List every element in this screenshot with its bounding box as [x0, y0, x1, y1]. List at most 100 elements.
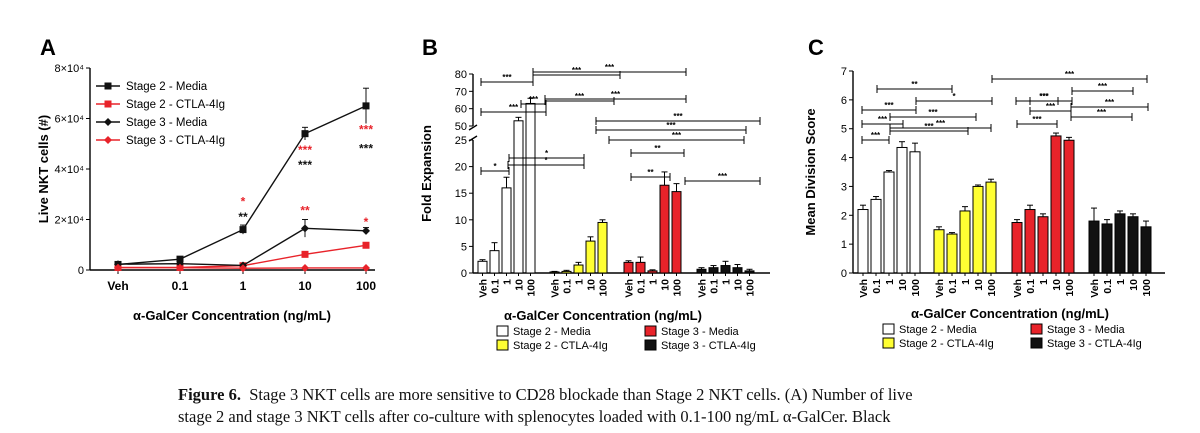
- c-x-tick-label: Veh: [934, 279, 946, 298]
- c-legend-swatch: [1030, 337, 1043, 349]
- c-x-tick-label: 1: [1115, 279, 1127, 285]
- b-x-tick-label: 1: [502, 279, 514, 285]
- b-y-tick-label: 25: [455, 135, 467, 147]
- c-y-tick-label: 0: [841, 268, 847, 280]
- a-y-tick-label: 4×10⁴: [54, 164, 84, 176]
- a-x-tick-label: 1: [240, 279, 247, 293]
- b-legend-label-stage-3-ctla-4ig: Stage 3 - CTLA-4Ig: [661, 340, 756, 352]
- b-sig-label: *: [545, 149, 549, 158]
- b-x-tick-label: 0.1: [490, 279, 502, 294]
- panel-label-c: C: [808, 35, 824, 60]
- c-x-tick-label: 1: [1038, 279, 1050, 285]
- c-y-tick-label: 6: [841, 95, 847, 107]
- b-x-axis-title: α-GalCer Concentration (ng/mL): [504, 308, 702, 323]
- b-bar-stage-3-ctla-4ig: [720, 265, 731, 274]
- figure-caption: Figure 6. Stage 3 NKT cells are more sen…: [178, 384, 1178, 428]
- c-legend-swatch: [882, 323, 895, 335]
- c-sig-label: ***: [1065, 70, 1075, 79]
- b-sig-label: *: [493, 162, 497, 171]
- b-bar-stage-3-media: [623, 261, 634, 274]
- c-sig-label: ***: [884, 101, 894, 110]
- a-y-tick-label: 8×10⁴: [54, 63, 84, 75]
- c-x-tick-label: 100: [910, 279, 922, 297]
- a-legend-marker: [104, 82, 112, 90]
- c-bar-stage-3-ctla-4ig: [1140, 226, 1152, 274]
- a-legend-label-stage-2-ctla-4ig: Stage 2 - CTLA-4Ig: [126, 99, 225, 111]
- a-x-tick-label: Veh: [107, 279, 128, 293]
- a-significance-mark: ***: [298, 143, 312, 157]
- b-bar-stage-2-media: [525, 102, 536, 274]
- c-bar-stage-3-media: [1050, 135, 1062, 274]
- b-x-tick-label: 0.1: [562, 279, 574, 294]
- b-x-tick-label: Veh: [550, 279, 562, 298]
- a-x-tick-label: 100: [356, 279, 376, 293]
- b-bar-stage-2-media: [513, 120, 524, 274]
- c-sig-label: ***: [1039, 92, 1049, 101]
- a-point-stage-3-media: [362, 226, 370, 235]
- b-sig-label: ***: [666, 121, 676, 130]
- b-bar-stage-2-ctla-4ig: [561, 270, 572, 274]
- a-legend-marker: [104, 136, 112, 144]
- a-legend-marker: [104, 100, 112, 108]
- c-bar-stage-2-media: [857, 209, 869, 274]
- c-bar-stage-2-ctla-4ig: [959, 210, 971, 274]
- c-sig-label: ***: [1039, 92, 1049, 101]
- a-point-stage-2-media: [176, 255, 184, 263]
- b-x-tick-label: 10: [586, 279, 598, 291]
- c-legend-label-stage-3-ctla-4ig: Stage 3 - CTLA-4Ig: [1047, 338, 1142, 350]
- b-y-tick-label: 60: [455, 104, 467, 116]
- c-legend-label-stage-2-media: Stage 2 - Media: [899, 324, 978, 336]
- a-x-axis-title: α-GalCer Concentration (ng/mL): [133, 308, 331, 323]
- b-y-tick-label: 20: [455, 162, 467, 174]
- a-point-stage-3-media: [176, 259, 184, 268]
- a-point-stage-2-ctla-4ig: [301, 250, 309, 258]
- b-sig-label: *: [544, 156, 548, 165]
- a-significance-mark: ***: [298, 158, 312, 172]
- c-sig-label: ***: [924, 122, 934, 131]
- a-x-tick-label: 10: [298, 279, 312, 293]
- b-legend-swatch: [496, 339, 509, 351]
- b-legend-swatch: [644, 339, 657, 351]
- b-bar-stage-2-ctla-4ig: [573, 264, 584, 274]
- c-bar-stage-2-media: [896, 146, 908, 274]
- a-significance-mark: **: [238, 210, 248, 224]
- c-legend-label-stage-3-media: Stage 3 - Media: [1047, 324, 1126, 336]
- a-significance-mark: *: [241, 195, 246, 209]
- c-bar-stage-2-ctla-4ig: [972, 185, 984, 274]
- c-legend-label-stage-2-ctla-4ig: Stage 2 - CTLA-4Ig: [899, 338, 994, 350]
- caption-label: Figure 6.: [178, 385, 241, 404]
- b-y-tick-label: 10: [455, 215, 467, 227]
- a-point-stage-3-ctla-4ig: [176, 263, 184, 272]
- a-y-tick-label: 2×10⁴: [54, 215, 84, 227]
- b-sig-label: **: [647, 168, 654, 177]
- b-bar-stage-3-media: [659, 184, 670, 274]
- c-sig-label: ***: [878, 115, 888, 124]
- c-bar-stage-3-media: [1037, 216, 1049, 274]
- b-x-tick-label: 0.1: [636, 279, 648, 294]
- panel-label-a: A: [40, 35, 56, 60]
- c-sig-label: **: [911, 80, 918, 89]
- c-x-axis-title: α-GalCer Concentration (ng/mL): [911, 306, 1109, 321]
- b-sig-label: ***: [572, 66, 582, 75]
- b-y-axis-title: Fold Expansion: [419, 125, 434, 222]
- c-sig-label: ***: [1097, 108, 1107, 117]
- c-x-tick-label: 10: [897, 279, 909, 291]
- b-x-tick-label: 10: [514, 279, 526, 291]
- c-bar-stage-3-media: [1011, 222, 1023, 274]
- b-x-tick-label: 100: [598, 279, 610, 297]
- b-bar-stage-2-ctla-4ig: [597, 221, 608, 274]
- c-x-tick-label: 100: [986, 279, 998, 297]
- a-legend-label-stage-3-ctla-4ig: Stage 3 - CTLA-4Ig: [126, 135, 225, 147]
- c-x-tick-label: 10: [973, 279, 985, 291]
- a-point-stage-2-media: [239, 226, 247, 234]
- c-x-tick-label: 100: [1141, 279, 1153, 297]
- b-bar-stage-2-ctla-4ig: [549, 271, 560, 274]
- b-bar-stage-3-ctla-4ig: [744, 270, 755, 274]
- a-y-tick-label: 0: [78, 265, 84, 277]
- a-legend-label-stage-2-media: Stage 2 - Media: [126, 81, 208, 93]
- c-sig-label: ***: [1032, 115, 1042, 124]
- c-bar-stage-3-ctla-4ig: [1088, 220, 1100, 274]
- c-y-tick-label: 3: [841, 181, 847, 193]
